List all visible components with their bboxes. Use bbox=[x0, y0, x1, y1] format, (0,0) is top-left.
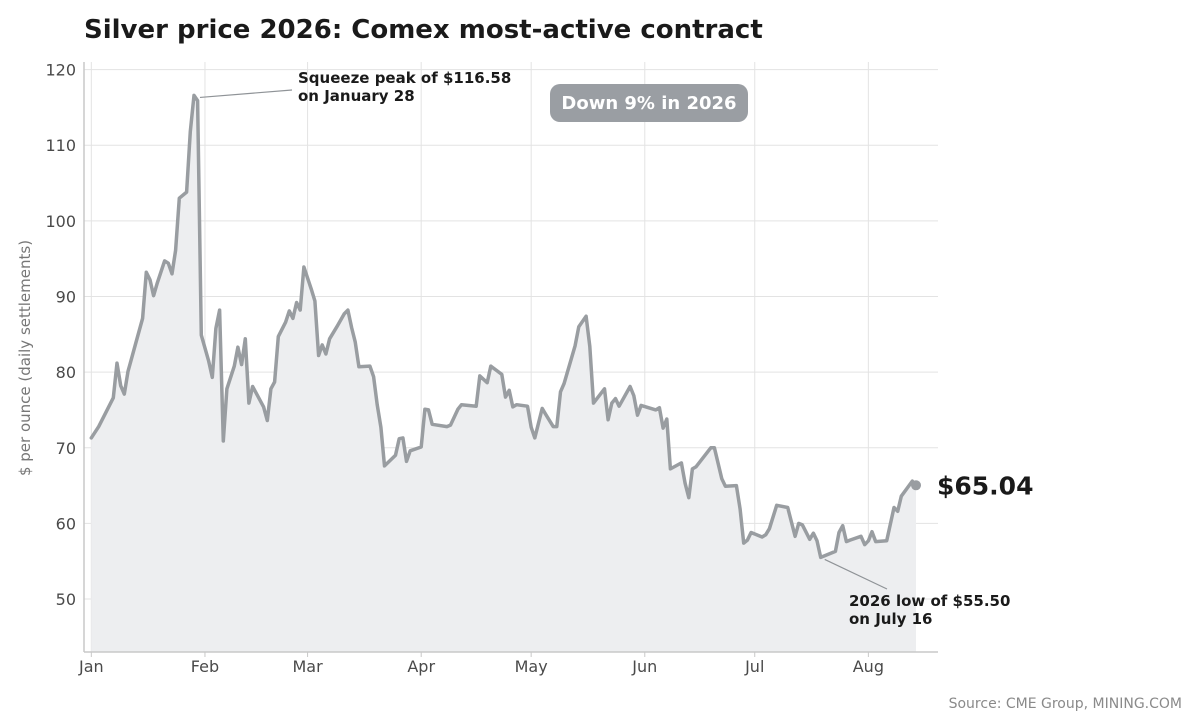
peak-annotation: Squeeze peak of $116.58 on January 28 bbox=[199, 69, 511, 105]
y-tick-60: 60 bbox=[56, 514, 76, 533]
x-tick-jun: Jun bbox=[631, 657, 657, 676]
x-tick-mar: Mar bbox=[292, 657, 323, 676]
performance-badge: Down 9% in 2026 bbox=[550, 84, 748, 122]
y-tick-90: 90 bbox=[56, 287, 76, 306]
price-area bbox=[91, 95, 917, 652]
x-tick-feb: Feb bbox=[191, 657, 219, 676]
chart-title: Silver price 2026: Comex most-active con… bbox=[84, 15, 763, 45]
price-area-fill bbox=[91, 95, 917, 652]
low-annotation: 2026 low of $55.50 on July 16 bbox=[824, 558, 1010, 628]
peak-annotation-line2: on January 28 bbox=[298, 87, 415, 105]
y-tick-110: 110 bbox=[45, 136, 76, 155]
badge-text: Down 9% in 2026 bbox=[561, 93, 736, 114]
y-tick-50: 50 bbox=[56, 590, 76, 609]
y-tick-70: 70 bbox=[56, 439, 76, 458]
y-tick-120: 120 bbox=[45, 61, 76, 80]
badge-background bbox=[550, 84, 748, 122]
axes bbox=[83, 62, 938, 653]
price-series bbox=[89, 93, 918, 560]
x-tick-jan: Jan bbox=[78, 657, 104, 676]
last-value-marker: $65.04 bbox=[911, 471, 1033, 500]
peak-annotation-line1: Squeeze peak of $116.58 bbox=[298, 69, 511, 87]
x-tick-may: May bbox=[515, 657, 548, 676]
x-tick-aug: Aug bbox=[853, 657, 884, 676]
y-axis-label: $ per ounce (daily settlements) bbox=[16, 240, 34, 476]
price-line bbox=[89, 93, 918, 560]
last-value-dot bbox=[911, 480, 922, 491]
x-tick-apr: Apr bbox=[407, 657, 435, 676]
source-note: Source: CME Group, MINING.COM bbox=[949, 696, 1182, 712]
y-tick-80: 80 bbox=[56, 363, 76, 382]
y-tick-labels: 50 60 70 80 90 100 110 120 bbox=[45, 61, 76, 609]
low-annotation-line1: 2026 low of $55.50 bbox=[849, 592, 1010, 610]
x-tick-jul: Jul bbox=[744, 657, 764, 676]
low-annotation-line2: on July 16 bbox=[849, 610, 932, 628]
last-value-label: $65.04 bbox=[937, 471, 1033, 500]
peak-leader-line bbox=[199, 89, 293, 99]
y-tick-100: 100 bbox=[45, 212, 76, 231]
low-leader-line bbox=[824, 558, 888, 590]
x-tick-labels: Jan Feb Mar Apr May Jun Jul Aug bbox=[78, 657, 884, 676]
